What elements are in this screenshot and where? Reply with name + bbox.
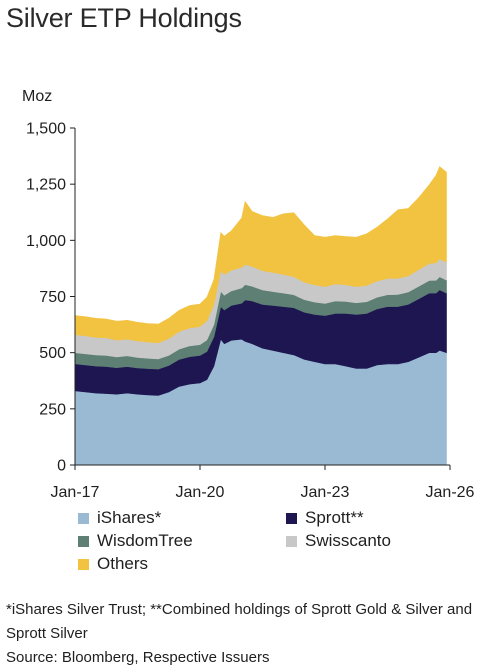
- legend-swatch-ishares: [78, 512, 89, 524]
- legend-item-ishares: iShares*: [78, 508, 161, 528]
- legend-label-sprott: Sprott**: [305, 508, 364, 527]
- y-unit-label: Moz: [22, 88, 52, 105]
- y-tick-label: 0: [57, 458, 66, 475]
- source-note: Source: Bloomberg, Respective Issuers: [6, 649, 270, 666]
- legend-item-swisscanto: Swisscanto: [286, 531, 391, 551]
- x-tick-label: Jan-26: [426, 484, 475, 501]
- legend-item-wisdomtree: WisdomTree: [78, 531, 193, 551]
- y-tick-label: 500: [39, 345, 66, 362]
- legend-swatch-sprott: [286, 512, 297, 524]
- y-tick-label: 250: [39, 401, 66, 418]
- legend-swatch-others: [78, 558, 89, 570]
- chart-title: Silver ETP Holdings: [6, 3, 242, 33]
- legend-label-ishares: iShares*: [97, 508, 162, 527]
- x-tick-label: Jan-20: [176, 484, 225, 501]
- area-others: [74, 166, 447, 344]
- legend-item-sprott: Sprott**: [286, 508, 364, 528]
- footnote: *iShares Silver Trust; **Combined holdin…: [6, 601, 473, 642]
- legend-label-wisdomtree: WisdomTree: [97, 531, 193, 550]
- legend-item-others: Others: [78, 554, 148, 574]
- stacked-area-chart: Moz 0 250 500 750 1,000 1,250 1,500 Jan-17 Jan-2…: [22, 88, 475, 502]
- y-tick-label: 1,000: [26, 233, 66, 250]
- y-tick-label: 1,500: [26, 121, 66, 138]
- x-tick-label: Jan-23: [301, 484, 350, 501]
- legend-label-others: Others: [97, 554, 149, 573]
- axes-group: 0 250 500 750 1,000 1,250 1,500 Jan-17 Jan-20 Jan…: [26, 121, 475, 502]
- legend-swatch-swisscanto: [286, 535, 297, 547]
- legend-label-swisscanto: Swisscanto: [305, 531, 391, 550]
- y-tick-label: 1,250: [26, 177, 66, 194]
- x-tick-label: Jan-17: [51, 484, 100, 501]
- legend-swatch-wisdomtree: [78, 535, 89, 547]
- area-series-group: [74, 166, 447, 466]
- y-tick-label: 750: [39, 289, 66, 306]
